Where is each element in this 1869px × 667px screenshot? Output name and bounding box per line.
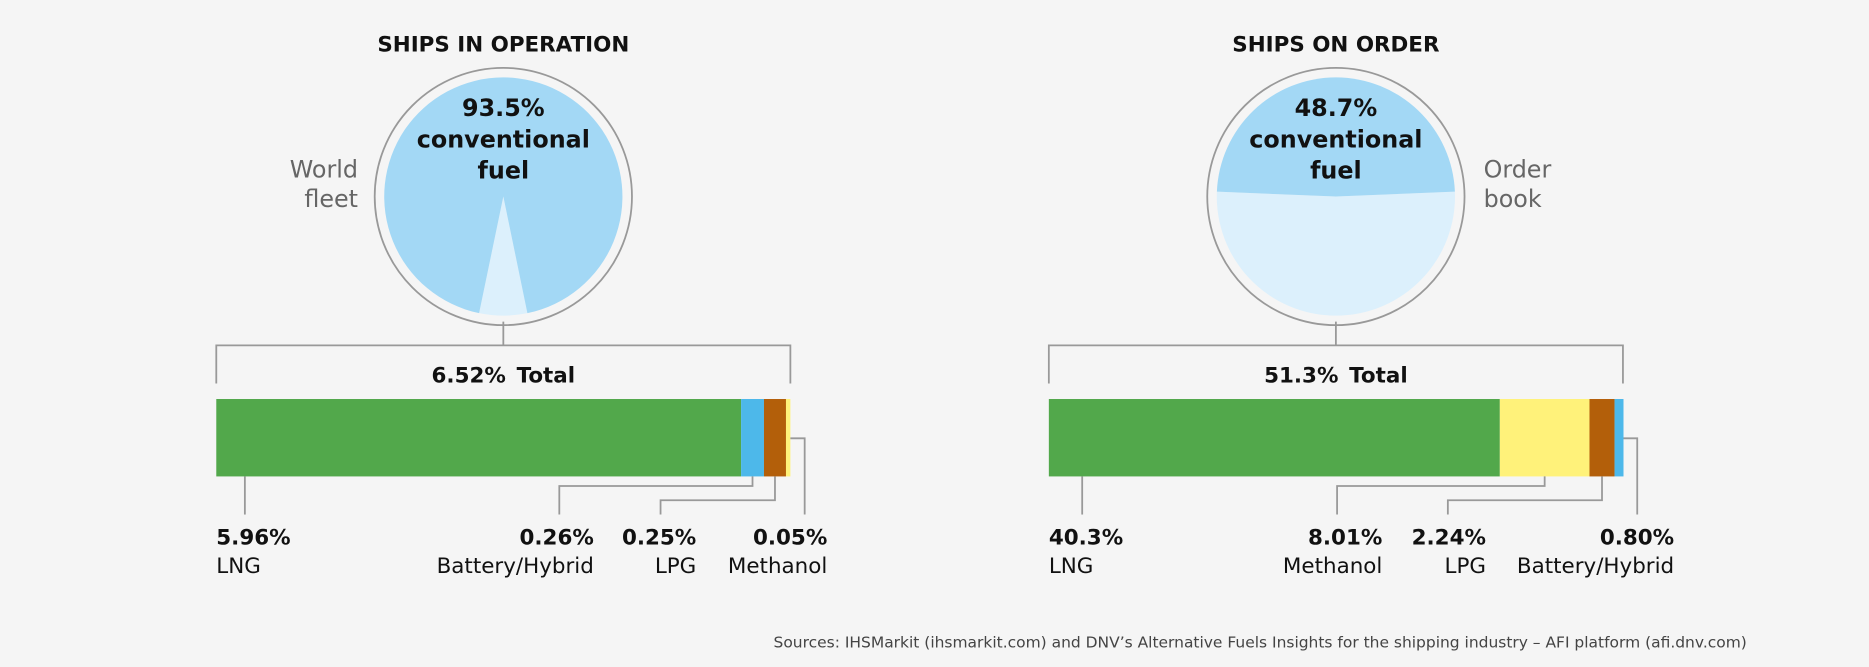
leader-line [1446, 476, 1603, 515]
pie-value-label: 93.5% [462, 94, 545, 122]
bar-segment [1614, 399, 1624, 477]
total-label: 6.52% Total [432, 363, 576, 388]
pie-label: conventional fuel [1249, 125, 1422, 184]
segment-name: LPG [1445, 554, 1486, 579]
side-label: Order book [1484, 155, 1552, 213]
leader-line [1336, 476, 1546, 515]
total-text: Total [1349, 363, 1408, 388]
pie-slice-conventional [1216, 77, 1455, 197]
segment-value: 8.01% [1308, 525, 1382, 550]
segment-value: 0.05% [753, 525, 827, 550]
segment-value: 0.25% [622, 525, 696, 550]
segment-value: 0.26% [520, 525, 594, 550]
bar-segment [1048, 399, 1500, 477]
side-label: World fleet [290, 155, 358, 213]
segment-name: Methanol [1283, 554, 1382, 579]
total-label: 51.3% Total [1264, 363, 1408, 388]
segment-name: LPG [655, 554, 696, 579]
source-note: Sources: IHSMarkit (ihsmarkit.com) and D… [774, 634, 1747, 652]
segment-name: LNG [216, 554, 261, 579]
pie-value-label: 48.7% [1295, 94, 1378, 122]
bar-segment [216, 399, 742, 477]
pie-label: conventional fuel [417, 125, 590, 184]
segment-name: Battery/Hybrid [437, 554, 594, 579]
bar-segment [1499, 399, 1590, 477]
chart-title: SHIPS ON ORDER [1232, 32, 1440, 57]
leader-line [659, 476, 776, 515]
pie-slice-other [479, 196, 528, 316]
chart-title: SHIPS IN OPERATION [377, 32, 629, 57]
segment-value: 2.24% [1412, 525, 1486, 550]
total-text: Total [517, 363, 576, 388]
pie-slice-conventional [384, 77, 623, 314]
bar-segment [763, 399, 786, 477]
total-text: 6.52% [432, 363, 506, 388]
segment-value: 5.96% [216, 525, 290, 550]
pie-slice-other [1216, 191, 1455, 316]
segment-value: 40.3% [1049, 525, 1123, 550]
segment-name: Methanol [728, 554, 827, 579]
segment-name: Battery/Hybrid [1517, 554, 1674, 579]
total-text: 51.3% [1264, 363, 1338, 388]
bar-segment [741, 399, 764, 477]
segment-name: LNG [1049, 554, 1094, 579]
bracket [1047, 321, 1624, 384]
bar-segment [1589, 399, 1615, 477]
bar-segment [785, 399, 791, 477]
leader-line [790, 437, 806, 515]
segment-value: 0.80% [1600, 525, 1674, 550]
leader-line [558, 476, 754, 515]
bracket [215, 321, 792, 384]
leader-line [1623, 437, 1639, 515]
